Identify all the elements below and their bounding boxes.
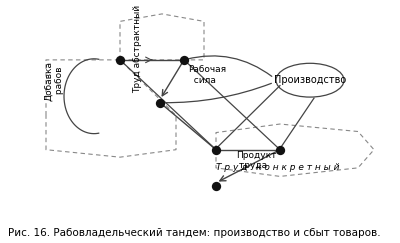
Point bbox=[157, 101, 163, 104]
Text: Производство: Производство bbox=[274, 75, 346, 85]
Text: Продукт
 труда: Продукт труда bbox=[236, 151, 276, 170]
Point bbox=[181, 58, 187, 62]
Text: Труд абстрактный: Труд абстрактный bbox=[134, 5, 142, 93]
Point bbox=[277, 148, 283, 152]
Text: Рис. 16. Рабовладельческий тандем: производство и сбыт товаров.: Рис. 16. Рабовладельческий тандем: произ… bbox=[8, 228, 381, 238]
Point bbox=[117, 58, 123, 62]
Point bbox=[213, 148, 219, 152]
Text: Добавка
 рабов: Добавка рабов bbox=[44, 61, 64, 101]
Point bbox=[213, 184, 219, 188]
Text: Т р у д   к о н к р е т н ы й: Т р у д к о н к р е т н ы й bbox=[216, 163, 340, 172]
Text: Рабочая
  сила: Рабочая сила bbox=[188, 65, 226, 85]
